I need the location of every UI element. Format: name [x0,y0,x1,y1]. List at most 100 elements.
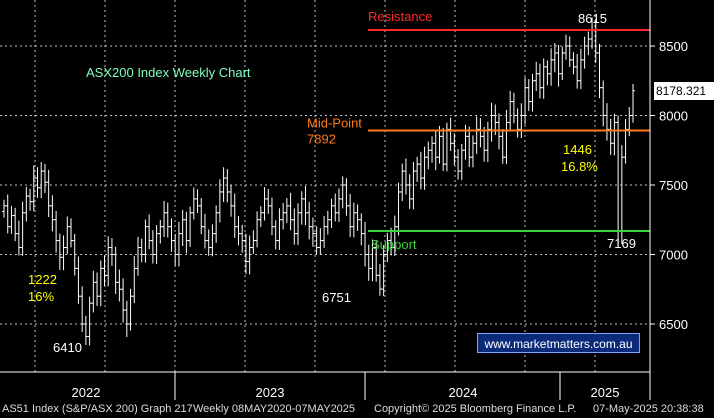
y-tick-label: 6500 [659,317,688,332]
candle [39,162,44,199]
candle [534,61,539,92]
candle [225,169,230,203]
candle [102,255,107,286]
candle [474,116,479,154]
candle [217,179,222,223]
candle [530,73,535,112]
candle [400,163,405,202]
candle [441,127,446,171]
candle [72,233,77,276]
candle [340,176,345,209]
candle [296,203,301,246]
mid-point-value: 7892 [307,132,336,147]
candle [578,48,583,90]
candle [564,34,569,60]
candle [582,36,587,69]
candle [489,102,494,142]
candle [154,225,159,264]
candle [31,165,36,212]
footer-timestamp: 07-May-2025 20:38:38 [593,403,704,415]
mid-point-label: Mid-Point [307,116,362,131]
candle [288,192,293,231]
candle [24,186,29,222]
candle [478,118,483,148]
candle [236,216,241,246]
candle [262,187,267,221]
candle [612,113,617,156]
candle [456,148,461,180]
candle [631,84,635,123]
candle [273,220,278,250]
candle [407,174,412,209]
low-label: 6751 [322,290,351,305]
candle [500,128,505,164]
candle [284,197,289,223]
rally-points-label: 1446 [563,142,592,157]
y-tick-label: 8000 [659,109,688,124]
candle [35,167,40,198]
candle [523,77,528,125]
candle [552,43,557,73]
candle [83,315,88,345]
candle [433,131,438,171]
candle [426,141,431,170]
candle [314,226,319,255]
candle [556,44,561,87]
candle [124,300,129,338]
candle [68,218,73,248]
low-label: 7169 [607,236,636,251]
candle [537,63,542,99]
candle [5,194,10,234]
candle [567,36,572,67]
candle [511,92,516,124]
candle [132,255,137,304]
candle [20,201,25,256]
candle [575,53,580,89]
candle [415,156,420,182]
candle [135,236,140,276]
candle [485,121,490,163]
y-tick-label: 8500 [659,39,688,54]
candle [526,79,531,112]
candle [418,151,423,190]
y-tick-label: 7000 [659,248,688,263]
candle [91,270,96,313]
footer-range: Weekly 08MAY2020-07MAY2025 [193,403,356,415]
candle [452,133,457,166]
candle [191,187,196,220]
candle [106,236,111,287]
candle [623,119,628,164]
candle [269,197,274,236]
candle [396,182,401,236]
candle [143,219,148,263]
resistance-label: Resistance [368,9,432,24]
candle [366,244,371,281]
candle [545,60,550,86]
candle [184,211,189,254]
candle [504,109,509,165]
candle [13,207,18,242]
candle [199,198,204,235]
candle [310,217,315,247]
candle [325,210,330,235]
candle [459,143,464,180]
candle [202,213,207,249]
candle [508,90,513,130]
grid [0,0,650,372]
candle [467,126,472,167]
candle [351,202,356,238]
x-tick-label: 2024 [449,385,478,400]
last-price-badge: 8178.321 [654,82,714,100]
candle [374,241,379,282]
source-link[interactable]: www.marketmatters.com.au [477,333,640,353]
candle [430,136,435,163]
candle [158,219,163,244]
candle [389,227,394,256]
candle [608,118,613,155]
footer: AS51 Index (S&P/ASX 200) Graph 217 Weekl… [0,400,714,418]
candle [344,178,349,216]
candle [299,191,304,225]
candle [80,286,85,333]
